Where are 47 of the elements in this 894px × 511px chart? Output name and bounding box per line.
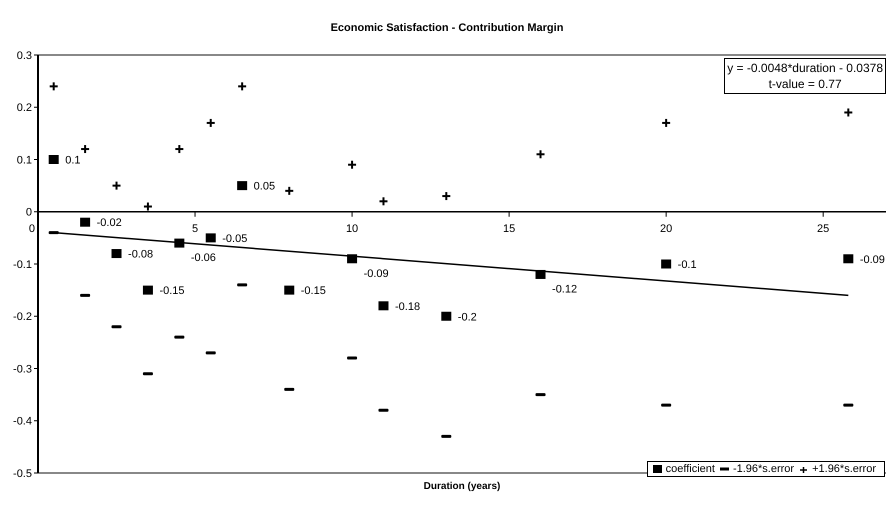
data-label: -0.2 (458, 311, 477, 324)
point (284, 286, 294, 295)
point (112, 249, 122, 258)
legend-label: +1.96*s.error (812, 462, 876, 475)
data-label: -0.12 (552, 283, 578, 296)
y-tick-label: 0.1 (16, 154, 32, 166)
y-tick-label: 0.2 (16, 102, 32, 114)
chart-title: Economic Satisfaction - Contribution Margin (330, 22, 564, 34)
y-tick-label: -0.4 (13, 416, 32, 428)
equation-box: y = -0.0048*duration - 0.0378 t-value = 0.77 (724, 58, 886, 94)
point (206, 233, 216, 242)
point (661, 260, 672, 268)
data-label: -0.18 (394, 300, 420, 313)
y-tick-label: -0.3 (13, 363, 32, 376)
x-tick-label: 15 (502, 222, 516, 235)
data-label: -0.15 (300, 285, 326, 298)
point (441, 312, 452, 321)
point (48, 155, 59, 164)
data-label: -0.09 (860, 254, 885, 266)
point (237, 181, 248, 190)
annotation: y = -0.0048*duration - 0.0378 (727, 60, 883, 76)
legend-label: coefficient (666, 462, 715, 475)
data-label: -0.15 (159, 285, 185, 298)
point (142, 286, 153, 295)
point (80, 218, 90, 227)
data-label: -0.05 (222, 232, 248, 245)
data-label: -0.02 (96, 217, 122, 230)
x-tick-label: 20 (660, 222, 672, 235)
x-axis-title: Duration (years) (422, 481, 502, 492)
point (843, 254, 854, 264)
data-label: -0.08 (128, 248, 154, 261)
point (378, 301, 388, 310)
data-label: 0.1 (65, 154, 81, 166)
y-tick-label: -0.1 (13, 258, 32, 271)
data-label: -0.09 (364, 268, 389, 280)
data-label: -0.06 (190, 252, 216, 264)
y-tick-label: 0.3 (16, 50, 32, 62)
y-tick-label: -0.5 (13, 468, 32, 480)
data-label: 0.05 (254, 180, 276, 193)
annotation: t-value = 0.77 (768, 76, 843, 92)
data-label: -0.1 (678, 259, 697, 271)
x-tick-label: 10 (346, 222, 358, 235)
x-tick-label: 5 (192, 222, 198, 235)
legend-label: -1.96*s.error (732, 462, 794, 475)
y-tick-label: 0 (26, 206, 32, 219)
y-tick-label: -0.2 (13, 311, 32, 324)
x-tick-label: 25 (817, 222, 830, 235)
